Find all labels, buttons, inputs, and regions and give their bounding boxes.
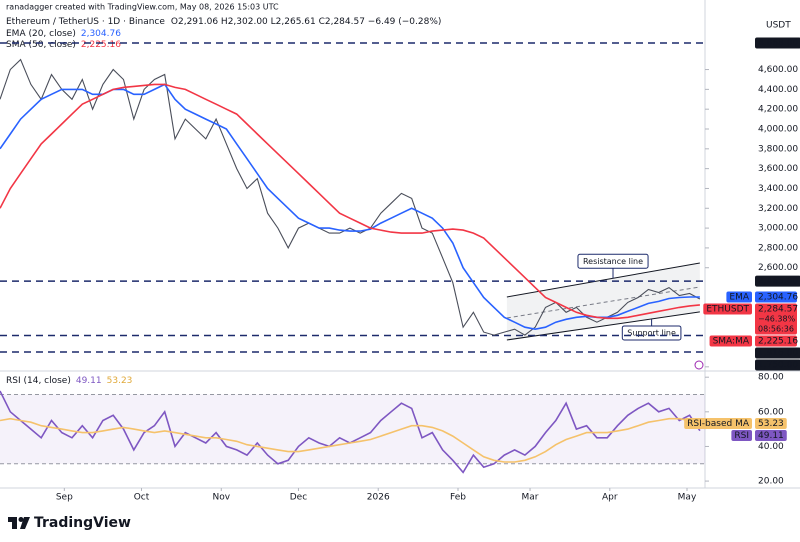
tag-value [755,291,797,303]
tag-value-text: 2,304.76 [758,292,798,302]
level-tag [755,347,800,359]
y-tick-label: 3,000.00 [758,224,798,234]
tag-value [755,335,797,347]
event-icon [694,360,704,370]
tag-name-text: SMA:MA [713,336,750,346]
ema-legend: EMA (20, close) 2,304.76 [6,29,121,39]
y-tick-label: 4,000.00 [758,125,798,135]
x-tick-label: Mar [522,493,539,503]
rsi-band [0,394,705,464]
y-tick-label: 80.00 [758,373,784,383]
series-name-tag [731,430,752,442]
level-tag [755,275,800,287]
annotation-text: Support line [627,328,676,337]
y-tick-label: 4,200.00 [758,105,798,115]
tag-change: −46.38% [758,314,796,323]
level-tag-text: 2,465.00 [758,277,798,287]
ohlc: O2,291.06 H2,302.00 L2,265.61 C2,284.57 … [171,17,442,27]
channel-fill [506,262,700,340]
annotation-box [577,253,649,269]
y-tick-label: 60.00 [758,407,784,417]
x-tick-label: Dec [290,493,307,503]
logo-mark [20,517,30,529]
x-tick-label: 2026 [367,493,390,503]
x-tick-label: Feb [450,493,466,503]
tag-value [755,303,797,335]
symbol: Ethereum / TetherUS · 1D · Binance [6,17,165,27]
x-tick-label: Sep [56,493,73,503]
level-tag [755,359,800,371]
y-tick-label: 3,800.00 [758,144,798,154]
currency: USDT [766,21,791,31]
x-tick-label: Apr [602,493,618,503]
brand: TradingView [34,515,131,531]
series-line [0,417,701,463]
rsi-ma-value: 53.23 [107,376,133,386]
level-tag-text: 4,868.00 [758,38,798,48]
series-name-tag-text: RSI-based MA [687,419,750,429]
trendline [506,286,700,319]
series-value-tag-text: 49.11 [758,431,784,441]
y-tick-label: 2,600.00 [758,263,798,273]
ema-value: 2,304.76 [81,29,121,39]
rsi-legend: RSI (14, close) 49.11 53.23 [6,376,132,386]
tag-name-text: ETHUSDT [706,304,749,314]
sma-legend: SMA (50, close) 2,225.16 [6,40,121,50]
rsi-value: 49.11 [76,376,102,386]
annotation-text: Resistance line [583,257,643,266]
tag-name [709,335,752,347]
ema-name: EMA (20, close) [6,29,76,39]
x-tick-label: Oct [134,493,150,503]
y-tick-label: 4,400.00 [758,85,798,95]
tag-countdown: 08:56:36 [758,324,794,333]
series-value-tag [755,430,787,442]
y-tick-label: 40.00 [758,442,784,452]
y-tick-label: 3,400.00 [758,184,798,194]
trendline [506,311,700,341]
sma-name: SMA (50, close) [6,40,76,50]
logo-mark [18,517,24,522]
y-tick-label: 3,200.00 [758,204,798,214]
logo-mark [12,517,17,529]
y-tick-label: 3,600.00 [758,164,798,174]
tag-name [726,291,752,303]
level-tag-text: 1,916.00 [758,348,798,358]
tag-value-text: 2,225.16 [758,336,798,346]
rsi-title: RSI (14, close) [6,376,71,386]
series-value-tag [755,418,787,430]
brand-logo: TradingView [8,515,131,531]
series-name-tag [684,418,752,430]
series-name-tag-text: RSI [734,431,749,441]
series-line [0,83,700,320]
series-value-tag-text: 53.23 [758,419,784,429]
y-tick-label: 2,800.00 [758,243,798,253]
level-tag [755,37,800,49]
tag-name [703,303,752,315]
level-tag-text: 1,750.00 [758,360,798,370]
symbol-legend: Ethereum / TetherUS · 1D · Binance O2,291… [6,17,441,27]
x-tick-label: May [678,493,697,503]
y-tick-label: 4,600.00 [758,65,798,75]
attribution: ranadagger created with TradingView.com,… [6,3,279,12]
tag-value-text: 2,284.57 [758,304,798,314]
y-tick-label: 20.00 [758,477,784,487]
tag-name-text: EMA [729,292,749,302]
x-tick-label: Nov [212,493,230,503]
sma-value: 2,225.16 [81,40,121,50]
